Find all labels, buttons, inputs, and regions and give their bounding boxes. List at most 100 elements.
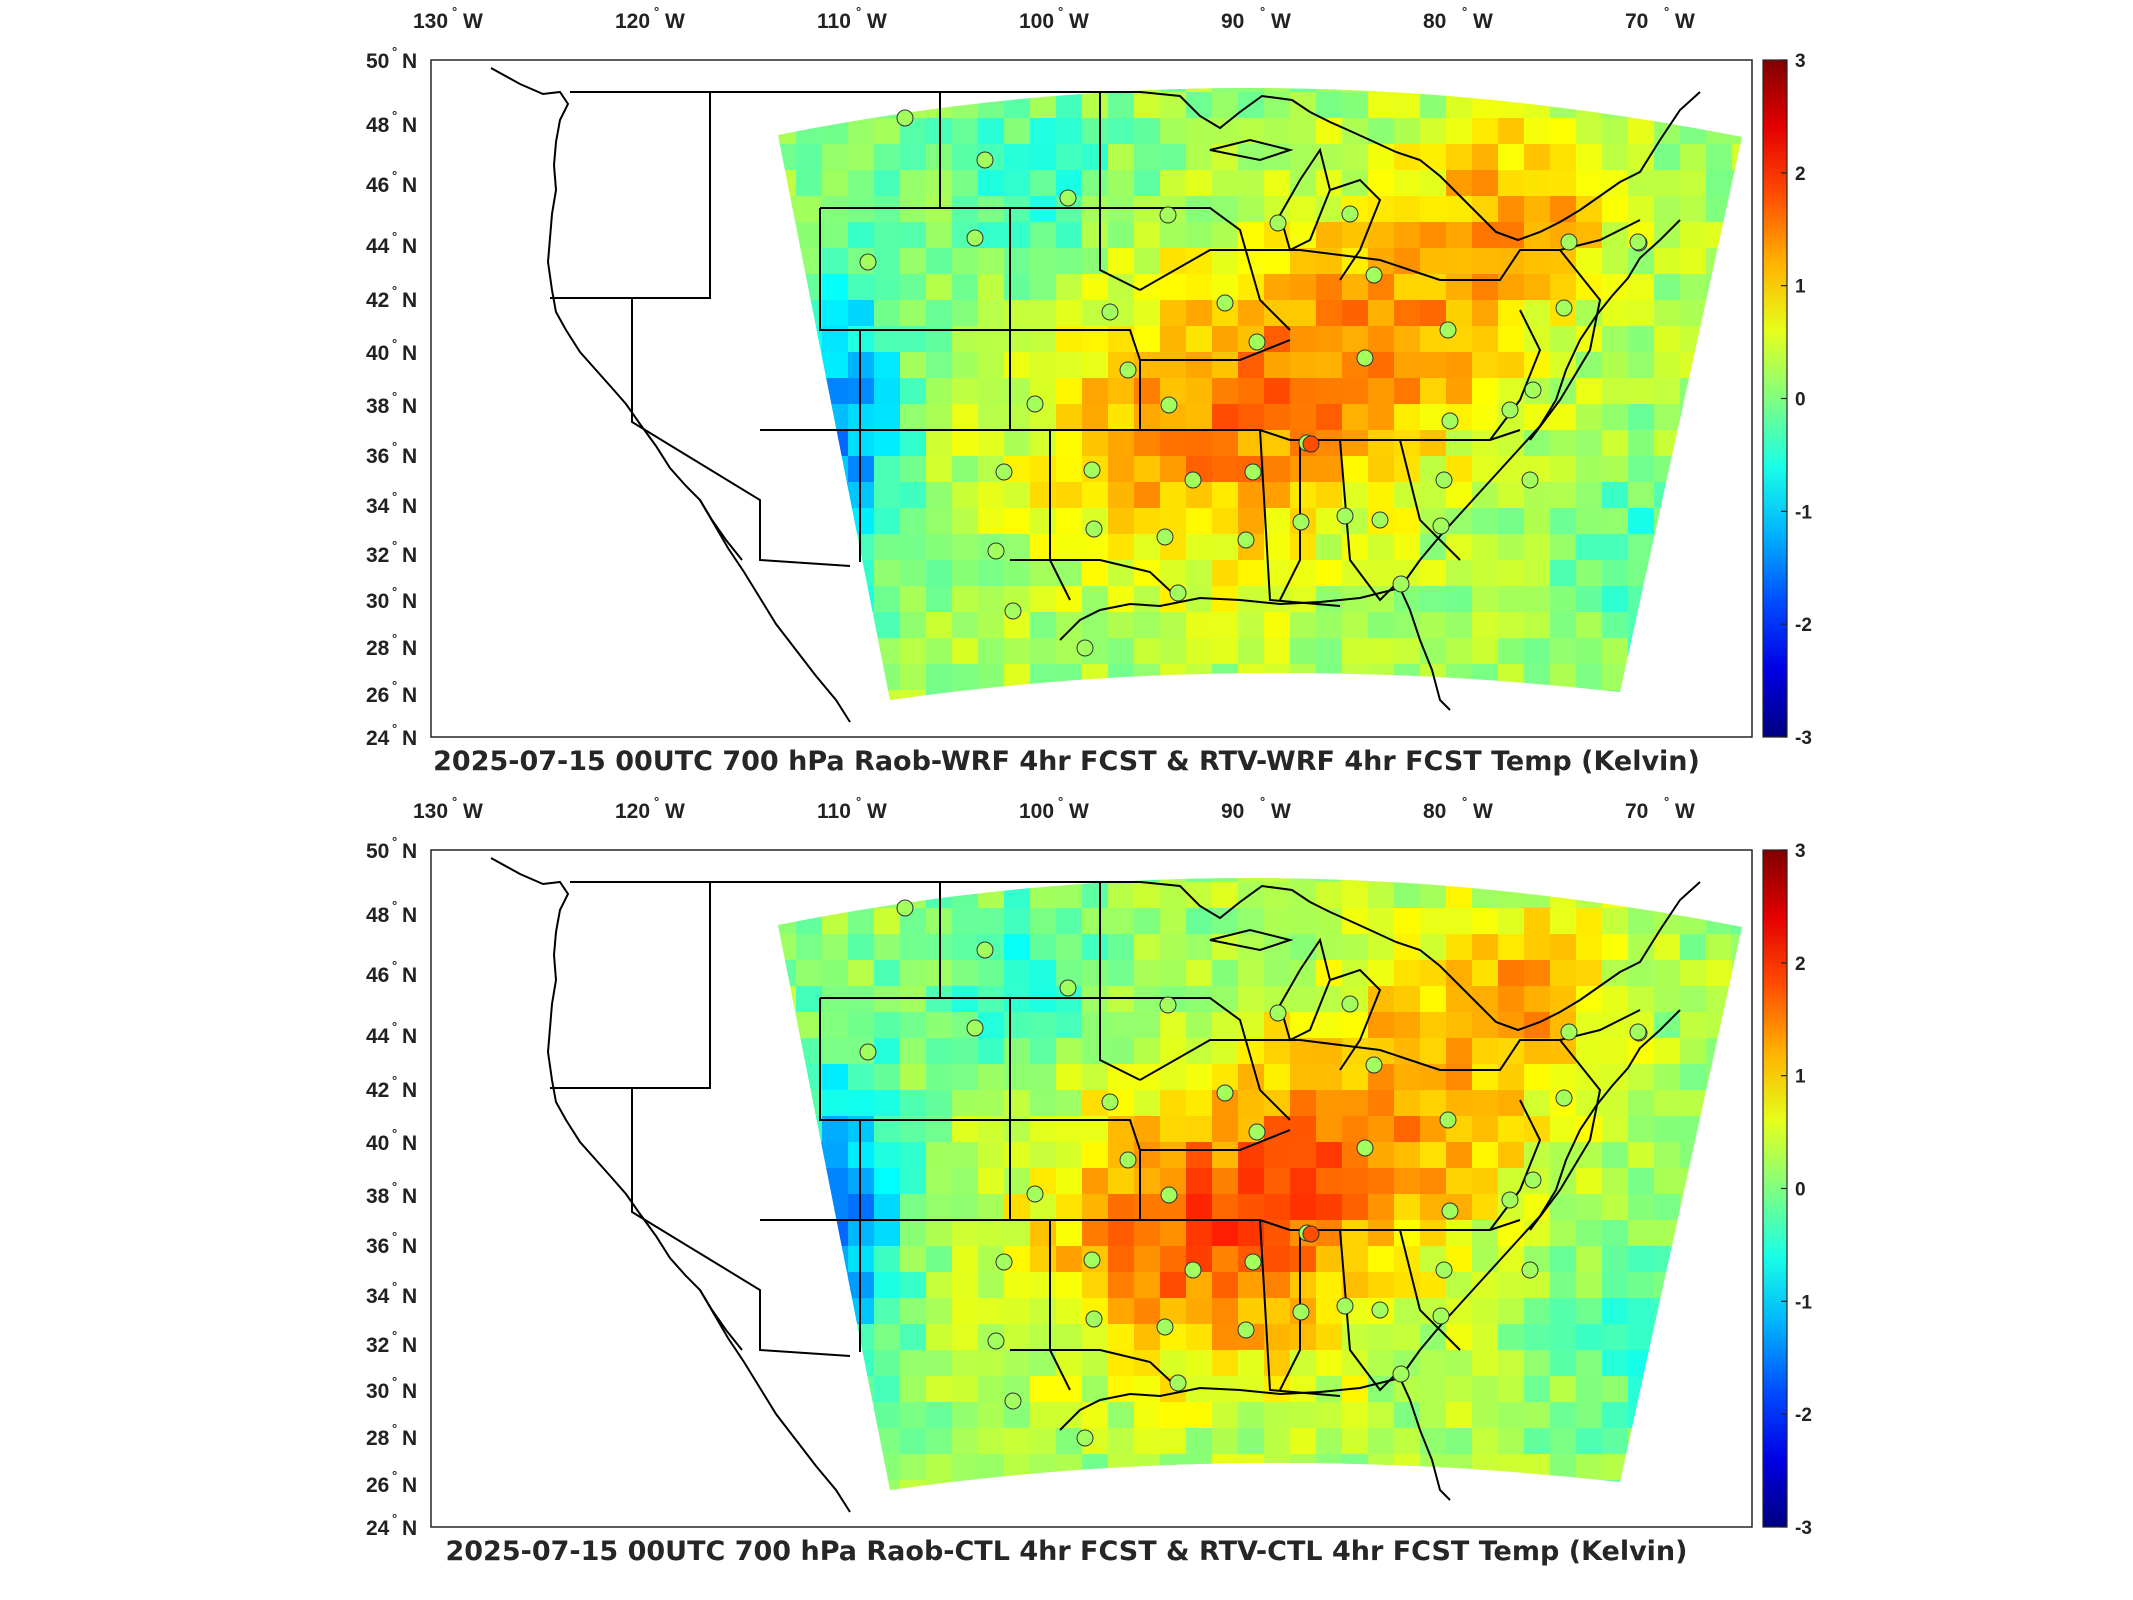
field-cell (1628, 92, 1654, 118)
field-cell (874, 1090, 900, 1116)
field-cell (1420, 144, 1446, 170)
field-cell (1680, 326, 1706, 352)
lat-hemisphere-label: N (402, 395, 417, 418)
raob-station-marker (1237, 531, 1255, 549)
field-cell (1446, 882, 1472, 908)
field-cell (1680, 882, 1706, 908)
field-cell (926, 222, 952, 248)
field-cell (1628, 638, 1654, 664)
field-cell (978, 92, 1004, 118)
field-cell (926, 1272, 952, 1298)
field-cell (1654, 430, 1680, 456)
field-cell (1472, 934, 1498, 960)
field-cell (1342, 1064, 1368, 1090)
boundary-line (819, 998, 1010, 1121)
field-cell (1732, 1376, 1742, 1402)
boundary-line (819, 208, 1010, 331)
field-cell (952, 1402, 978, 1428)
field-cell (1056, 222, 1082, 248)
field-cell (1550, 934, 1576, 960)
field-cell (1680, 934, 1706, 960)
field-cell (1472, 716, 1498, 742)
field-cell (1706, 378, 1732, 404)
raob-station-marker (1371, 1301, 1389, 1319)
field-cell (1290, 144, 1316, 170)
field-cell (778, 326, 796, 352)
field-cell (796, 1038, 822, 1064)
lon-tick-label: 120 (615, 800, 650, 823)
field-cell (848, 1402, 874, 1428)
field-cell (952, 118, 978, 144)
field-cell (978, 87, 1004, 92)
field-cell (1238, 1480, 1264, 1490)
field-cell (1160, 248, 1186, 274)
field-cell (1550, 1298, 1576, 1324)
field-cell (778, 1064, 796, 1090)
field-cell (952, 430, 978, 456)
field-cell (1160, 638, 1186, 664)
field-cell (926, 534, 952, 560)
field-cell (1472, 456, 1498, 482)
field-cell (1004, 222, 1030, 248)
field-cell (926, 1480, 952, 1490)
field-cell (1420, 352, 1446, 378)
field-cell (1550, 1480, 1576, 1490)
field-cell (778, 404, 796, 430)
field-cell (1212, 170, 1238, 196)
field-cell (796, 986, 822, 1012)
field-cell (1498, 1454, 1524, 1480)
boundary-line (1279, 440, 1301, 601)
field-cell (1004, 664, 1030, 690)
raob-station-marker (1101, 1093, 1119, 1111)
field-cell (1186, 908, 1212, 934)
field-cell (1602, 222, 1628, 248)
raob-station-marker (1159, 206, 1177, 224)
field-cell (1732, 1168, 1742, 1194)
field-cell (1082, 882, 1108, 908)
field-cell (1160, 1428, 1186, 1454)
raob-station-marker (1156, 1318, 1174, 1336)
field-cell (1082, 830, 1108, 856)
field-cell (1134, 1038, 1160, 1064)
field-cell (1732, 1220, 1742, 1246)
field-cell (1472, 40, 1498, 66)
raob-station-marker (1076, 639, 1094, 657)
field-cell (770, 830, 796, 856)
field-cell (1524, 1064, 1550, 1090)
field-cell (952, 300, 978, 326)
field-cell (1056, 1324, 1082, 1350)
field-cell (1706, 1116, 1732, 1142)
field-cell (1524, 222, 1550, 248)
field-cell (1342, 92, 1368, 118)
colorbar-tick-label: -2 (1795, 615, 1812, 636)
field-cell (1290, 1064, 1316, 1090)
field-cell (874, 404, 900, 430)
field-cell (1394, 1402, 1420, 1428)
field-cell (1368, 1272, 1394, 1298)
field-cell (1108, 482, 1134, 508)
field-cell (1264, 612, 1290, 638)
field-cell (796, 716, 822, 742)
field-cell (1212, 986, 1238, 1012)
field-cell (1706, 1402, 1732, 1428)
field-cell (1238, 612, 1264, 638)
field-cell (874, 1480, 900, 1490)
field-cell (778, 1324, 796, 1350)
field-cell (1498, 690, 1524, 700)
field-cell (1212, 92, 1238, 118)
field-cell (1680, 1272, 1706, 1298)
field-cell (1550, 1376, 1576, 1402)
field-cell (1602, 908, 1628, 934)
field-cell (1498, 274, 1524, 300)
field-cell (1628, 300, 1654, 326)
lon-hemisphere-label: W (1271, 800, 1291, 823)
field-cell (848, 638, 874, 664)
field-cell (900, 560, 926, 586)
field-cell (1212, 1038, 1238, 1064)
field-cell (1706, 986, 1732, 1012)
field-cell (1706, 118, 1732, 144)
field-cell (1212, 248, 1238, 274)
lat-tick-label: 50 (366, 840, 389, 863)
field-cell (952, 586, 978, 612)
field-cell (1368, 144, 1394, 170)
